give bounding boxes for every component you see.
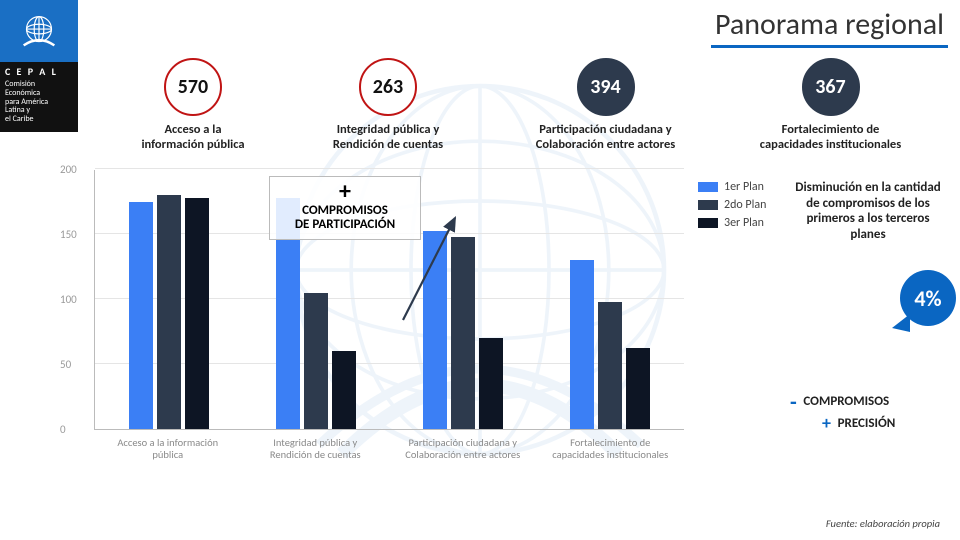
legend-label: 1er Plan: [724, 180, 764, 194]
kpi-label: Participación ciudadana yColaboración en…: [536, 122, 675, 152]
bar: [332, 351, 356, 429]
bar: [570, 260, 594, 429]
sidebar: C E P A L ComisiónEconómicapara AméricaL…: [0, 0, 78, 140]
legend-label: 2do Plan: [724, 198, 766, 212]
kpi-circle: 367: [802, 58, 860, 116]
kpi: 394 Participación ciudadana yColaboració…: [488, 58, 723, 152]
x-label: Fortalecimiento de capacidades instituci…: [537, 433, 685, 461]
page-title: Panorama regional: [711, 6, 948, 48]
pct-bubble-tail: [892, 314, 910, 332]
legend-item: 3er Plan: [698, 216, 766, 230]
y-tick: 200: [60, 163, 77, 176]
minus-sign: -: [790, 388, 797, 415]
bar: [157, 195, 181, 429]
annotation-minus: - COMPROMISOS: [790, 388, 889, 415]
chart-x-labels: Acceso a la información públicaIntegrida…: [94, 433, 684, 461]
legend-item: 1er Plan: [698, 180, 766, 194]
annotation-right: Disminución en la cantidad de compromiso…: [792, 180, 944, 242]
bar-group: [95, 170, 242, 429]
legend-swatch: [698, 218, 718, 228]
minus-label: COMPROMISOS: [803, 394, 889, 409]
kpi-label: Integridad pública yRendición de cuentas: [333, 122, 443, 152]
kpi-circle: 570: [164, 58, 222, 116]
kpi: 570 Acceso a lainformación pública: [98, 58, 288, 152]
kpi-row: 570 Acceso a lainformación pública 263 I…: [98, 58, 938, 152]
kpi-label: Fortalecimiento decapacidades institucio…: [760, 122, 901, 152]
legend-swatch: [698, 200, 718, 210]
legend-label: 3er Plan: [724, 216, 764, 230]
legend-item: 2do Plan: [698, 198, 766, 212]
source-text: Fuente: elaboración propia: [826, 517, 940, 530]
annotation-plus: + PRECISIÓN: [822, 412, 895, 434]
legend-swatch: [698, 182, 718, 192]
callout-plus: +: [274, 180, 416, 204]
cepal-subtitle: ComisiónEconómicapara AméricaLatina yel …: [5, 80, 73, 124]
bar: [304, 293, 328, 430]
kpi: 263 Integridad pública yRendición de cue…: [288, 58, 488, 152]
y-tick: 50: [60, 358, 71, 371]
chart-legend: 1er Plan 2do Plan 3er Plan: [698, 180, 766, 234]
x-label: Integridad pública y Rendición de cuenta…: [242, 433, 390, 461]
bar: [598, 302, 622, 429]
kpi: 367 Fortalecimiento decapacidades instit…: [723, 58, 938, 152]
bar: [129, 202, 153, 430]
kpi-circle: 263: [359, 58, 417, 116]
y-tick: 150: [60, 228, 77, 241]
x-label: Participación ciudadana y Colaboración e…: [389, 433, 537, 461]
un-logo: [0, 0, 78, 62]
y-tick: 100: [60, 293, 77, 306]
bar-group: [537, 170, 684, 429]
plus-sign: +: [822, 412, 831, 434]
page-title-wrap: Panorama regional: [711, 6, 948, 48]
bar: [479, 338, 503, 429]
plus-label: PRECISIÓN: [838, 416, 896, 431]
cepal-title: C E P A L: [5, 66, 73, 77]
cepal-logo: C E P A L ComisiónEconómicapara AméricaL…: [0, 62, 78, 132]
bar: [185, 198, 209, 429]
bar: [626, 348, 650, 429]
x-label: Acceso a la información pública: [94, 433, 242, 461]
trend-arrow-icon: [395, 210, 465, 330]
kpi-label: Acceso a lainformación pública: [141, 122, 244, 152]
kpi-circle: 394: [577, 58, 635, 116]
y-tick: 0: [60, 423, 66, 436]
pct-value: 4%: [914, 285, 941, 312]
